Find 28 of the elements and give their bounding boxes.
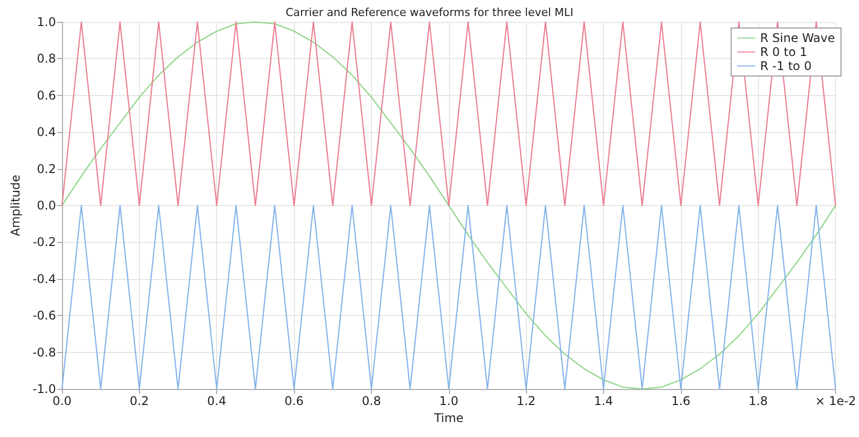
y-tick-label: -0.4 (32, 272, 56, 286)
chart-title: Carrier and Reference waveforms for three level MLI (286, 6, 574, 19)
x-tick-label: 0.2 (130, 394, 149, 408)
y-tick-label: -0.6 (32, 308, 56, 323)
legend-label: R Sine Wave (760, 31, 835, 45)
x-tick-label: 0.8 (362, 394, 381, 408)
y-tick-label: 0.6 (36, 88, 56, 102)
x-tick-label: 0.4 (207, 394, 226, 408)
y-tick-label: 0.0 (36, 198, 56, 212)
legend-label: R -1 to 0 (760, 59, 812, 73)
x-tick-label: × 1e-2 (815, 394, 856, 408)
x-tick-label: 1.0 (439, 394, 458, 408)
legend-label: R 0 to 1 (760, 45, 808, 59)
y-tick-label: -0.2 (32, 235, 56, 250)
x-tick-label: 0.6 (284, 394, 304, 408)
x-tick-label: 1.8 (748, 394, 768, 408)
y-tick-label: 0.2 (36, 162, 56, 176)
y-axis-title: Amplitude (8, 174, 23, 236)
x-tick-label: 1.6 (671, 394, 690, 408)
y-tick-label: 0.4 (36, 125, 56, 140)
x-tick-label: 0.0 (52, 394, 72, 408)
y-tick-label: 0.8 (36, 52, 56, 66)
y-tick-label: -1.0 (32, 382, 56, 396)
x-tick-label: 1.4 (594, 394, 614, 408)
x-tick-label: 1.2 (516, 394, 536, 408)
x-axis-title: Time (433, 410, 464, 425)
y-tick-label: 1.0 (36, 15, 56, 29)
y-tick-label: -0.8 (32, 345, 56, 360)
